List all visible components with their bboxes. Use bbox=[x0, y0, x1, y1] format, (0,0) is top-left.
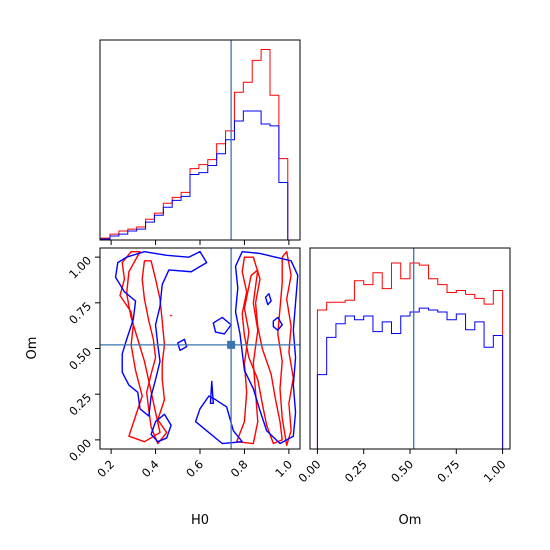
contour-series-1-4 bbox=[277, 250, 295, 447]
contour-series-2-3 bbox=[234, 250, 299, 445]
histogram-series-1 bbox=[316, 262, 504, 449]
y-tick-label: 0.25 bbox=[66, 390, 94, 418]
y-tick-label: 1.00 bbox=[66, 253, 94, 281]
truth-marker bbox=[227, 340, 236, 349]
contour-series-2-6 bbox=[272, 316, 283, 331]
y-axis-label-Om: Om bbox=[25, 337, 40, 360]
contour-series-2-4 bbox=[194, 395, 243, 445]
axes-frame bbox=[99, 247, 301, 450]
y-tick-label: 0.75 bbox=[66, 299, 94, 327]
panel-contour-H0-Om: 0.2 0.4 0.6 0.8 1.0 0.00 0.25 0.50 0.75 1.00 bbox=[66, 247, 301, 480]
x-tick-label: 0.6 bbox=[183, 457, 206, 480]
x-tick-label: 0.50 bbox=[388, 457, 416, 485]
x-tick-label: 0.00 bbox=[296, 457, 324, 485]
y-tick-label: 0.50 bbox=[66, 345, 94, 373]
contour-series-1-2 bbox=[141, 260, 168, 445]
contour-series-2-1 bbox=[114, 250, 208, 417]
contour-series-2-8 bbox=[177, 338, 188, 352]
panel-hist-H0 bbox=[99, 39, 301, 245]
y-tick-label: 0.00 bbox=[66, 436, 94, 464]
x-tick-label: 0.4 bbox=[139, 457, 162, 480]
contour-series-2-9 bbox=[209, 380, 215, 405]
histogram-series-2 bbox=[100, 110, 289, 240]
contour-series-2-7 bbox=[264, 292, 272, 306]
x-axis-label-Om: Om bbox=[399, 513, 422, 528]
x-tick-label: 0.8 bbox=[228, 457, 251, 480]
x-axis-label-H0: H0 bbox=[191, 513, 209, 528]
x-tick-label: 0.2 bbox=[94, 457, 117, 480]
contour-series-2-2 bbox=[150, 413, 172, 443]
x-tick-label: 0.25 bbox=[342, 457, 370, 485]
panel-hist-Om: 0.00 0.25 0.50 0.75 1.00 bbox=[296, 247, 511, 485]
histogram-series-1 bbox=[100, 49, 289, 240]
x-tick-label: 1.00 bbox=[481, 457, 509, 485]
x-tick-label: 1.0 bbox=[272, 457, 295, 480]
histogram-series-2 bbox=[316, 307, 504, 449]
x-tick-label: 0.75 bbox=[434, 457, 462, 485]
contour-series-2-5 bbox=[212, 316, 232, 335]
contour-series-1-5 bbox=[235, 269, 259, 445]
